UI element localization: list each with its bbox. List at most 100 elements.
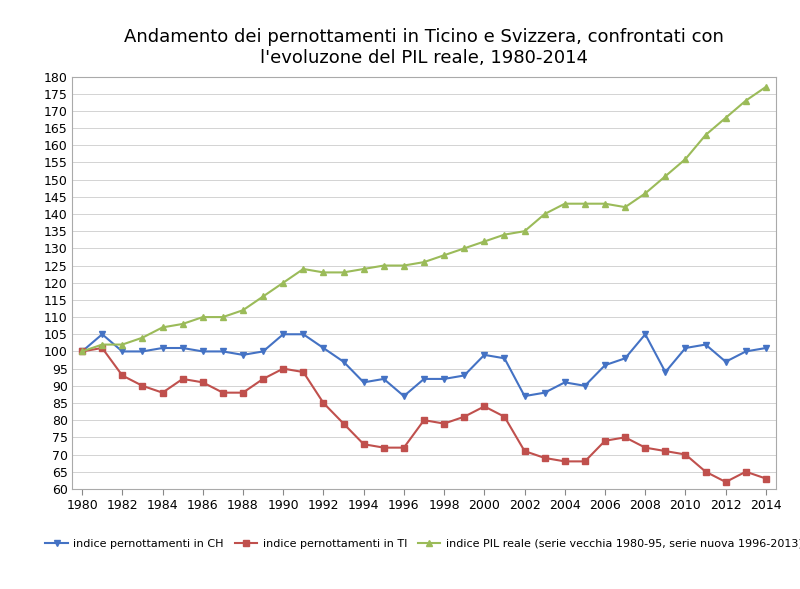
indice pernottamenti in CH — [701, 341, 710, 348]
indice pernottamenti in TI — [399, 444, 409, 451]
indice pernottamenti in TI — [761, 475, 770, 482]
indice PIL reale (serie vecchia 1980-95, serie nuova 1996-2013) — [761, 84, 770, 91]
indice pernottamenti in CH — [641, 330, 650, 337]
indice PIL reale (serie vecchia 1980-95, serie nuova 1996-2013) — [600, 200, 610, 207]
indice pernottamenti in TI — [600, 437, 610, 444]
indice pernottamenti in TI — [138, 382, 147, 389]
Line: indice PIL reale (serie vecchia 1980-95, serie nuova 1996-2013): indice PIL reale (serie vecchia 1980-95,… — [78, 84, 770, 355]
indice pernottamenti in CH — [318, 345, 328, 352]
indice pernottamenti in TI — [218, 389, 228, 396]
indice PIL reale (serie vecchia 1980-95, serie nuova 1996-2013) — [520, 228, 530, 235]
indice pernottamenti in CH — [500, 355, 510, 362]
indice pernottamenti in CH — [419, 375, 429, 382]
indice PIL reale (serie vecchia 1980-95, serie nuova 1996-2013) — [479, 238, 489, 245]
indice PIL reale (serie vecchia 1980-95, serie nuova 1996-2013) — [580, 200, 590, 207]
indice PIL reale (serie vecchia 1980-95, serie nuova 1996-2013) — [379, 262, 389, 269]
indice PIL reale (serie vecchia 1980-95, serie nuova 1996-2013) — [419, 259, 429, 266]
indice PIL reale (serie vecchia 1980-95, serie nuova 1996-2013) — [318, 269, 328, 276]
indice pernottamenti in TI — [238, 389, 248, 396]
indice pernottamenti in TI — [741, 468, 750, 475]
indice PIL reale (serie vecchia 1980-95, serie nuova 1996-2013) — [741, 97, 750, 104]
indice PIL reale (serie vecchia 1980-95, serie nuova 1996-2013) — [641, 190, 650, 197]
indice PIL reale (serie vecchia 1980-95, serie nuova 1996-2013) — [278, 279, 288, 286]
indice pernottamenti in CH — [399, 392, 409, 399]
indice PIL reale (serie vecchia 1980-95, serie nuova 1996-2013) — [721, 114, 730, 121]
indice pernottamenti in TI — [98, 345, 107, 352]
indice PIL reale (serie vecchia 1980-95, serie nuova 1996-2013) — [681, 155, 690, 163]
Title: Andamento dei pernottamenti in Ticino e Svizzera, confrontati con
l'evoluzone de: Andamento dei pernottamenti in Ticino e … — [124, 28, 724, 67]
indice pernottamenti in CH — [560, 379, 570, 386]
indice pernottamenti in TI — [721, 478, 730, 485]
indice PIL reale (serie vecchia 1980-95, serie nuova 1996-2013) — [399, 262, 409, 269]
indice pernottamenti in CH — [158, 345, 167, 352]
Legend: indice pernottamenti in CH, indice pernottamenti in TI, indice PIL reale (serie : indice pernottamenti in CH, indice perno… — [41, 534, 800, 554]
indice pernottamenti in CH — [338, 358, 348, 365]
indice pernottamenti in TI — [118, 372, 127, 379]
indice pernottamenti in CH — [238, 351, 248, 358]
indice pernottamenti in CH — [138, 348, 147, 355]
indice pernottamenti in TI — [158, 389, 167, 396]
indice pernottamenti in CH — [761, 345, 770, 352]
indice PIL reale (serie vecchia 1980-95, serie nuova 1996-2013) — [258, 293, 268, 300]
indice pernottamenti in CH — [78, 348, 87, 355]
indice PIL reale (serie vecchia 1980-95, serie nuova 1996-2013) — [359, 266, 369, 273]
indice PIL reale (serie vecchia 1980-95, serie nuova 1996-2013) — [560, 200, 570, 207]
indice pernottamenti in TI — [641, 444, 650, 451]
indice PIL reale (serie vecchia 1980-95, serie nuova 1996-2013) — [439, 252, 449, 259]
indice pernottamenti in CH — [479, 351, 489, 358]
indice PIL reale (serie vecchia 1980-95, serie nuova 1996-2013) — [298, 266, 308, 273]
indice pernottamenti in TI — [661, 448, 670, 455]
indice pernottamenti in TI — [560, 458, 570, 465]
indice pernottamenti in TI — [359, 441, 369, 448]
indice pernottamenti in CH — [258, 348, 268, 355]
indice pernottamenti in CH — [298, 330, 308, 337]
indice pernottamenti in CH — [661, 369, 670, 376]
indice pernottamenti in TI — [379, 444, 389, 451]
indice PIL reale (serie vecchia 1980-95, serie nuova 1996-2013) — [98, 341, 107, 348]
indice pernottamenti in CH — [178, 345, 187, 352]
indice pernottamenti in TI — [198, 379, 207, 386]
indice pernottamenti in CH — [520, 392, 530, 399]
Line: indice pernottamenti in TI: indice pernottamenti in TI — [78, 345, 770, 485]
indice pernottamenti in TI — [459, 413, 469, 421]
indice PIL reale (serie vecchia 1980-95, serie nuova 1996-2013) — [198, 313, 207, 320]
indice pernottamenti in CH — [198, 348, 207, 355]
indice pernottamenti in TI — [500, 413, 510, 421]
indice pernottamenti in TI — [338, 420, 348, 427]
indice pernottamenti in CH — [600, 362, 610, 369]
indice pernottamenti in CH — [359, 379, 369, 386]
indice pernottamenti in CH — [681, 345, 690, 352]
indice PIL reale (serie vecchia 1980-95, serie nuova 1996-2013) — [138, 334, 147, 341]
indice pernottamenti in TI — [439, 420, 449, 427]
indice pernottamenti in CH — [379, 375, 389, 382]
indice PIL reale (serie vecchia 1980-95, serie nuova 1996-2013) — [620, 204, 630, 211]
indice pernottamenti in TI — [580, 458, 590, 465]
indice pernottamenti in CH — [439, 375, 449, 382]
indice pernottamenti in CH — [459, 372, 469, 379]
indice pernottamenti in CH — [118, 348, 127, 355]
indice pernottamenti in CH — [540, 389, 550, 396]
indice PIL reale (serie vecchia 1980-95, serie nuova 1996-2013) — [459, 245, 469, 252]
indice PIL reale (serie vecchia 1980-95, serie nuova 1996-2013) — [500, 231, 510, 238]
indice pernottamenti in TI — [178, 375, 187, 382]
indice pernottamenti in CH — [580, 382, 590, 389]
indice PIL reale (serie vecchia 1980-95, serie nuova 1996-2013) — [661, 173, 670, 180]
indice PIL reale (serie vecchia 1980-95, serie nuova 1996-2013) — [78, 348, 87, 355]
indice PIL reale (serie vecchia 1980-95, serie nuova 1996-2013) — [238, 307, 248, 314]
indice pernottamenti in TI — [681, 451, 690, 458]
indice pernottamenti in TI — [520, 448, 530, 455]
indice PIL reale (serie vecchia 1980-95, serie nuova 1996-2013) — [338, 269, 348, 276]
indice pernottamenti in TI — [278, 365, 288, 372]
indice pernottamenti in TI — [318, 399, 328, 406]
indice pernottamenti in TI — [78, 348, 87, 355]
indice PIL reale (serie vecchia 1980-95, serie nuova 1996-2013) — [158, 324, 167, 331]
indice pernottamenti in TI — [540, 455, 550, 462]
Line: indice pernottamenti in CH: indice pernottamenti in CH — [78, 331, 770, 399]
indice pernottamenti in TI — [419, 416, 429, 423]
indice pernottamenti in TI — [258, 375, 268, 382]
indice PIL reale (serie vecchia 1980-95, serie nuova 1996-2013) — [218, 313, 228, 320]
indice pernottamenti in CH — [741, 348, 750, 355]
indice PIL reale (serie vecchia 1980-95, serie nuova 1996-2013) — [118, 341, 127, 348]
indice PIL reale (serie vecchia 1980-95, serie nuova 1996-2013) — [701, 131, 710, 138]
indice pernottamenti in TI — [479, 403, 489, 410]
